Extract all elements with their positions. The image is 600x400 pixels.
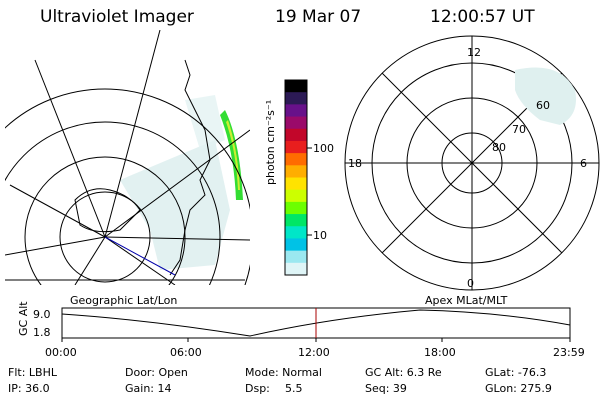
lon-line [34,59,106,238]
lat-label-70: 70 [512,123,526,136]
alt-ytick-9: 9.0 [33,308,51,321]
colorbar-stop [285,226,307,239]
colorbar-stop [285,189,307,203]
polar-tick-6: 6 [580,157,587,170]
glat-label: GLat: -76.3 [485,366,547,379]
colorbar-stop [285,262,307,276]
colorbar-stop [285,140,307,154]
lon-line [104,236,176,285]
apex-label: Apex MLat/MLT [425,294,508,307]
colorbar-tick-100: 100 [313,142,334,155]
dsp-value: 5.5 [285,382,303,395]
lat-circle [5,88,250,285]
lon-line [5,236,106,256]
lat-label-60: 60 [536,99,550,112]
colorbar-stop [285,92,307,105]
lon-line [104,129,250,238]
altitude-curve [61,309,571,337]
aurora-haze [120,140,230,270]
alt-xtick-2359: 23:59 [553,346,585,359]
colorbar-stop [285,238,307,252]
alt-xtick-1800: 18:00 [424,346,456,359]
lon-line [104,30,161,238]
date-label: 19 Mar 07 [275,7,362,27]
alt-xtick-0000: 00:00 [45,346,77,359]
dsp-label: Dsp: [245,382,270,395]
colorbar-stop [285,153,307,166]
instrument-title: Ultraviolet Imager [40,7,194,27]
mode-label: Mode: Normal [245,366,322,379]
seq-label: Seq: 39 [365,382,407,395]
lon-line [9,184,106,238]
time-label: 12:00:57 UT [430,7,535,27]
alt-ylabel: GC Alt [17,301,30,336]
coastline-south-america [169,59,211,276]
aurora-haze-upper [185,95,225,150]
lat-circle [24,156,186,285]
glon-label: GLon: 275.9 [485,382,552,395]
door-label: Door: Open [125,366,188,379]
ip-label: IP: 36.0 [8,382,50,395]
colorbar-stop [285,250,307,264]
polar-tick-12: 12 [467,46,481,59]
colorbar-stop [285,80,307,93]
alt-xtick-1200: 12:00 [298,346,330,359]
geographic-label: Geographic Lat/Lon [70,294,178,307]
lat-circle [5,121,221,285]
colorbar-stop [285,104,307,118]
orbit-track [104,236,176,276]
coastline-antarctica [74,188,141,233]
colorbar-stop [285,177,307,191]
gc-alt-label: GC Alt: 6.3 Re [365,366,442,379]
colorbar-stop [285,128,307,142]
colorbar-stop [285,116,307,130]
lon-line [104,236,250,241]
gain-label: Gain: 14 [125,382,172,395]
alt-xtick-0600: 06:00 [170,346,202,359]
alt-ytick-1.8: 1.8 [33,326,51,339]
colorbar-tick-10: 10 [313,229,327,242]
lat-label-80: 80 [492,141,506,154]
polar-aurora-haze [515,67,576,125]
polar-tick-0: 0 [467,277,474,290]
lon-line [74,236,106,285]
colorbar-stop [285,201,307,215]
lat-circle [59,191,151,283]
flt-label: Flt: LBHL [8,366,57,379]
colorbar-stop [285,214,307,227]
colorbar-stop [285,165,307,178]
polar-tick-18: 18 [348,157,362,170]
